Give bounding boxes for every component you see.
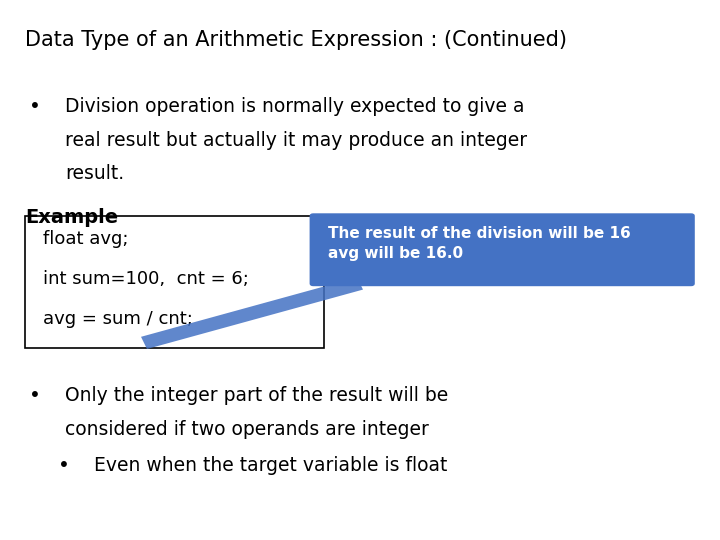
Text: Only the integer part of the result will be: Only the integer part of the result will… bbox=[65, 386, 448, 405]
Text: result.: result. bbox=[65, 164, 124, 183]
Bar bbox=[25, 216, 324, 348]
Text: Example: Example bbox=[25, 208, 118, 227]
Text: Division operation is normally expected to give a: Division operation is normally expected … bbox=[65, 97, 524, 116]
Text: real result but actually it may produce an integer: real result but actually it may produce … bbox=[65, 131, 527, 150]
Text: int sum=100,  cnt = 6;: int sum=100, cnt = 6; bbox=[43, 270, 249, 288]
Text: The result of the division will be 16
avg will be 16.0: The result of the division will be 16 av… bbox=[328, 226, 630, 260]
Text: •: • bbox=[29, 386, 40, 405]
Text: Even when the target variable is float: Even when the target variable is float bbox=[94, 456, 447, 475]
Text: •: • bbox=[58, 456, 69, 475]
Text: considered if two operands are integer: considered if two operands are integer bbox=[65, 420, 428, 438]
Text: •: • bbox=[29, 97, 40, 116]
Text: Data Type of an Arithmetic Expression : (Continued): Data Type of an Arithmetic Expression : … bbox=[25, 30, 567, 50]
Text: avg = sum / cnt;: avg = sum / cnt; bbox=[43, 310, 193, 328]
FancyBboxPatch shape bbox=[310, 213, 695, 286]
Text: float avg;: float avg; bbox=[43, 230, 129, 247]
Polygon shape bbox=[141, 278, 363, 349]
